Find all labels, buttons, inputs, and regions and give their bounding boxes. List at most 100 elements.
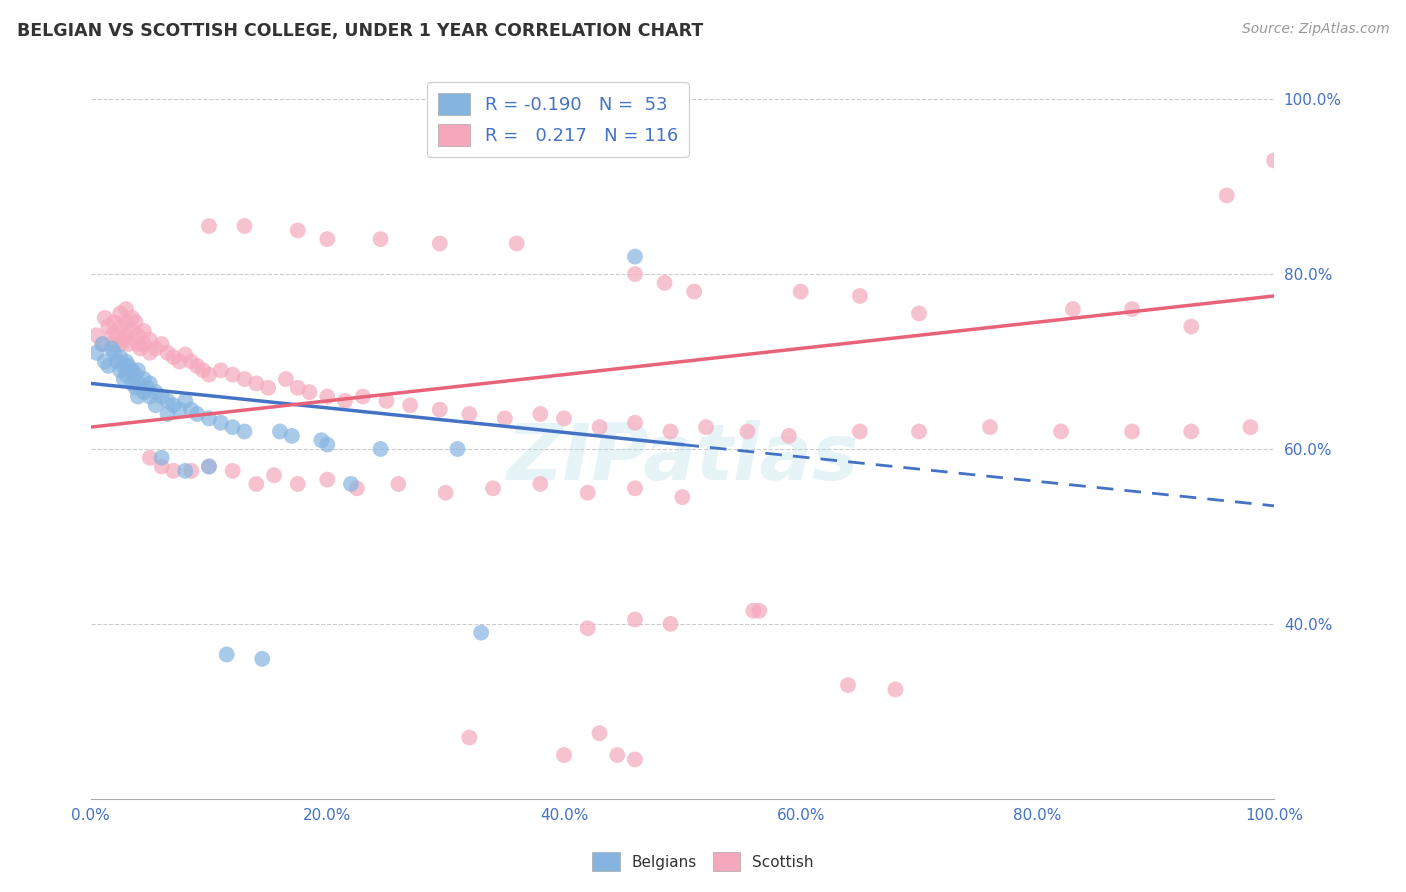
Text: Source: ZipAtlas.com: Source: ZipAtlas.com [1241, 22, 1389, 37]
Point [287, 477, 309, 491]
Point [316, 232, 339, 246]
Point [198, 219, 221, 233]
Point [624, 267, 647, 281]
Point [683, 285, 706, 299]
Point [101, 328, 124, 343]
Point [529, 477, 551, 491]
Point [174, 393, 197, 408]
Point [624, 416, 647, 430]
Point [115, 328, 138, 343]
Point [115, 301, 138, 316]
Point [191, 363, 214, 377]
Point [434, 485, 457, 500]
Point [103, 315, 125, 329]
Point [115, 354, 138, 368]
Point [287, 381, 309, 395]
Point [112, 333, 135, 347]
Text: ZIPatlas: ZIPatlas [506, 419, 859, 496]
Legend: Belgians, Scottish: Belgians, Scottish [586, 847, 820, 877]
Point [124, 315, 146, 329]
Point [429, 402, 451, 417]
Point [139, 390, 162, 404]
Point [105, 328, 128, 343]
Point [108, 363, 131, 377]
Point [186, 407, 208, 421]
Point [908, 306, 931, 320]
Point [97, 319, 120, 334]
Legend: R = -0.190   N =  53, R =   0.217   N = 116: R = -0.190 N = 53, R = 0.217 N = 116 [427, 82, 689, 157]
Point [606, 747, 628, 762]
Point [311, 434, 333, 448]
Point [150, 450, 173, 465]
Point [908, 425, 931, 439]
Point [145, 342, 167, 356]
Point [482, 481, 505, 495]
Point [132, 337, 155, 351]
Point [186, 359, 208, 373]
Point [494, 411, 516, 425]
Point [115, 315, 138, 329]
Point [198, 368, 221, 382]
Point [91, 337, 114, 351]
Point [127, 337, 149, 351]
Point [245, 477, 267, 491]
Point [624, 752, 647, 766]
Point [659, 425, 682, 439]
Point [1050, 425, 1073, 439]
Point [136, 381, 159, 395]
Point [162, 398, 184, 412]
Point [553, 747, 575, 762]
Point [103, 337, 125, 351]
Point [124, 368, 146, 382]
Point [789, 285, 811, 299]
Point [654, 276, 676, 290]
Point [1180, 425, 1202, 439]
Point [156, 407, 179, 421]
Point [274, 372, 297, 386]
Point [340, 477, 363, 491]
Point [529, 407, 551, 421]
Point [209, 416, 232, 430]
Point [671, 490, 693, 504]
Point [233, 372, 256, 386]
Point [588, 726, 610, 740]
Point [221, 368, 243, 382]
Point [198, 459, 221, 474]
Point [86, 328, 108, 343]
Point [470, 625, 492, 640]
Point [145, 385, 167, 400]
Point [576, 485, 599, 500]
Point [737, 425, 759, 439]
Point [180, 354, 202, 368]
Point [117, 337, 139, 351]
Point [316, 473, 339, 487]
Point [979, 420, 1001, 434]
Point [124, 381, 146, 395]
Point [884, 682, 907, 697]
Point [150, 390, 173, 404]
Point [1121, 425, 1143, 439]
Point [849, 425, 872, 439]
Point [108, 319, 131, 334]
Point [121, 376, 143, 391]
Point [837, 678, 859, 692]
Point [156, 393, 179, 408]
Point [198, 411, 221, 425]
Point [245, 376, 267, 391]
Point [121, 324, 143, 338]
Point [132, 372, 155, 386]
Point [215, 648, 238, 662]
Point [145, 398, 167, 412]
Point [695, 420, 717, 434]
Point [458, 731, 481, 745]
Point [150, 459, 173, 474]
Point [446, 442, 468, 456]
Point [849, 289, 872, 303]
Point [117, 359, 139, 373]
Point [257, 381, 280, 395]
Point [91, 337, 114, 351]
Point [103, 346, 125, 360]
Point [778, 429, 800, 443]
Point [316, 390, 339, 404]
Point [1263, 153, 1285, 168]
